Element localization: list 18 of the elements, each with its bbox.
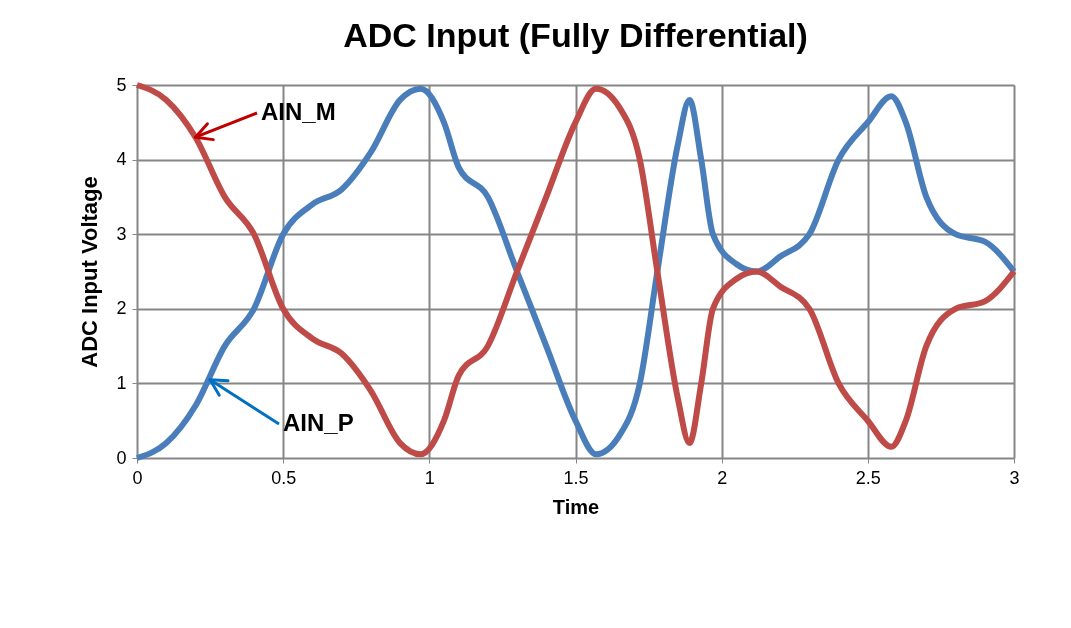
x-tick-label: 2.5 bbox=[855, 467, 881, 488]
chart-title: ADC Input (Fully Differential) bbox=[343, 16, 808, 54]
x-tick-label: 2 bbox=[717, 467, 728, 488]
y-tick-label: 3 bbox=[116, 223, 127, 244]
y-tick-label: 0 bbox=[116, 447, 127, 468]
x-tick-label: 3 bbox=[1009, 467, 1020, 488]
y-tick-label: 5 bbox=[116, 74, 127, 95]
y-axis-title: ADC Input Voltage bbox=[77, 176, 103, 368]
y-tick-label: 2 bbox=[116, 298, 127, 319]
y-tick-label: 4 bbox=[116, 149, 127, 170]
annotation: AIN_P bbox=[283, 409, 354, 436]
y-tick-label: 1 bbox=[116, 372, 127, 393]
x-tick-label: 1 bbox=[424, 467, 435, 488]
x-tick-label: 0 bbox=[132, 467, 143, 488]
annotation: AIN_M bbox=[261, 98, 336, 125]
x-tick-label: 1.5 bbox=[563, 467, 589, 488]
x-axis-title: Time bbox=[552, 495, 600, 518]
x-tick-label: 0.5 bbox=[271, 467, 297, 488]
